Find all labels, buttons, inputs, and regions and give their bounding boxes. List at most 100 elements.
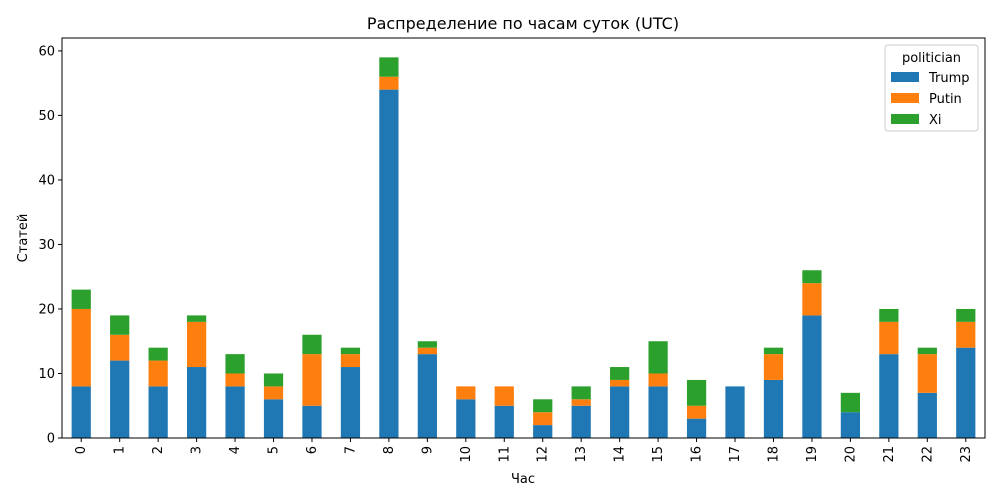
bar-trump-hour-9	[417, 354, 437, 438]
y-tick-label: 50	[38, 109, 55, 124]
bar-putin-hour-11	[494, 386, 514, 406]
bar-trump-hour-15	[648, 386, 668, 438]
bar-trump-hour-16	[686, 418, 707, 438]
bar-trump-hour-14	[610, 386, 630, 438]
bar-putin-hour-5	[263, 386, 284, 400]
bar-putin-hour-9	[417, 347, 437, 355]
bar-putin-hour-4	[225, 373, 245, 387]
legend-label-xi: Xi	[929, 113, 942, 128]
bar-xi-hour-19	[802, 270, 822, 284]
x-tick-label: 18	[766, 446, 781, 463]
x-tick-label: 5	[267, 446, 282, 454]
bar-xi-hour-4	[225, 354, 245, 374]
bar-putin-hour-7	[340, 354, 361, 368]
x-axis-ticks: 0 1 2 3 4 5 6 7 8 9 10 11 12 13 14 15 16 17 18 19 20 21 22 23	[74, 438, 974, 463]
x-tick-label: 10	[459, 446, 474, 463]
x-tick-label: 22	[920, 446, 935, 463]
bar-trump-hour-18	[763, 379, 784, 438]
bar-trump-hour-17	[725, 386, 745, 438]
x-tick-label: 13	[574, 446, 589, 463]
bar-putin-hour-13	[571, 399, 591, 406]
legend-frame	[884, 44, 979, 132]
bar-putin-hour-22	[917, 354, 937, 393]
x-tick-label: 19	[805, 446, 820, 463]
y-tick-label: 40	[38, 173, 55, 188]
bar-trump-hour-10	[456, 399, 476, 438]
y-tick-label: 60	[38, 44, 55, 59]
bar-xi-hour-23	[956, 308, 976, 322]
bar-xi-hour-9	[417, 341, 437, 348]
x-tick-label: 17	[728, 446, 743, 463]
x-tick-label: 23	[959, 446, 974, 463]
bar-xi-hour-0	[71, 289, 91, 309]
y-tick-label: 10	[38, 367, 55, 382]
legend-label-putin: Putin	[929, 92, 962, 107]
bar-xi-hour-6	[302, 334, 322, 355]
bars-group	[71, 57, 976, 438]
bar-trump-hour-13	[571, 405, 591, 438]
bar-putin-hour-6	[302, 354, 322, 406]
x-axis-label: Час	[511, 472, 535, 487]
bar-putin-hour-19	[802, 283, 822, 316]
y-tick-label: 20	[38, 302, 55, 317]
y-axis-ticks: 0 10 20 30 40 50 60	[38, 44, 62, 447]
bar-xi-hour-15	[648, 341, 668, 374]
bar-trump-hour-21	[879, 354, 899, 438]
bar-trump-hour-1	[110, 360, 130, 438]
legend-swatch-trump	[891, 72, 919, 82]
bar-putin-hour-15	[648, 373, 668, 387]
legend-label-trump: Trump	[928, 71, 970, 86]
bar-xi-hour-3	[186, 315, 207, 322]
bar-trump-hour-5	[263, 399, 284, 438]
bar-trump-hour-23	[956, 347, 976, 438]
bar-trump-hour-11	[494, 405, 514, 438]
x-tick-label: 6	[305, 446, 320, 454]
bar-xi-hour-18	[763, 347, 784, 355]
bar-putin-hour-8	[379, 76, 399, 90]
bar-putin-hour-12	[533, 412, 553, 426]
bar-xi-hour-13	[571, 386, 591, 400]
x-tick-label: 15	[651, 446, 666, 463]
x-tick-label: 4	[228, 446, 243, 454]
bar-trump-hour-3	[186, 367, 207, 438]
x-tick-label: 9	[420, 446, 435, 454]
x-tick-label: 12	[536, 446, 551, 463]
bar-xi-hour-12	[533, 399, 553, 413]
bar-xi-hour-5	[263, 373, 284, 387]
legend-title: politician	[902, 51, 961, 66]
bar-trump-hour-4	[225, 386, 245, 438]
x-tick-label: 1	[113, 446, 128, 454]
bar-trump-hour-7	[340, 367, 361, 438]
legend-swatch-putin	[891, 93, 919, 103]
bar-xi-hour-2	[148, 347, 168, 361]
bar-trump-hour-12	[533, 425, 553, 438]
bar-xi-hour-14	[610, 367, 630, 380]
bar-trump-hour-8	[379, 89, 399, 438]
x-tick-label: 14	[613, 446, 628, 463]
bar-putin-hour-18	[763, 354, 784, 380]
bar-trump-hour-20	[840, 412, 861, 438]
bar-xi-hour-16	[686, 379, 707, 406]
bar-xi-hour-8	[379, 57, 399, 77]
legend-swatch-xi	[891, 114, 919, 124]
bar-putin-hour-21	[879, 321, 899, 355]
y-tick-label: 0	[47, 432, 55, 447]
bar-trump-hour-22	[917, 392, 937, 438]
bar-putin-hour-16	[686, 405, 707, 419]
bar-xi-hour-7	[340, 347, 361, 355]
x-tick-label: 7	[343, 446, 358, 454]
bar-trump-hour-6	[302, 405, 322, 438]
x-tick-label: 16	[690, 446, 705, 463]
x-tick-label: 20	[843, 446, 858, 463]
bar-xi-hour-22	[917, 347, 937, 355]
bar-trump-hour-19	[802, 315, 822, 438]
bar-putin-hour-3	[186, 321, 207, 368]
x-tick-label: 2	[151, 446, 166, 454]
y-tick-label: 30	[38, 238, 55, 253]
bar-putin-hour-10	[456, 386, 476, 400]
bar-putin-hour-1	[110, 334, 130, 361]
x-tick-label: 3	[190, 446, 205, 454]
bar-xi-hour-20	[840, 392, 861, 413]
bar-xi-hour-21	[879, 308, 899, 322]
